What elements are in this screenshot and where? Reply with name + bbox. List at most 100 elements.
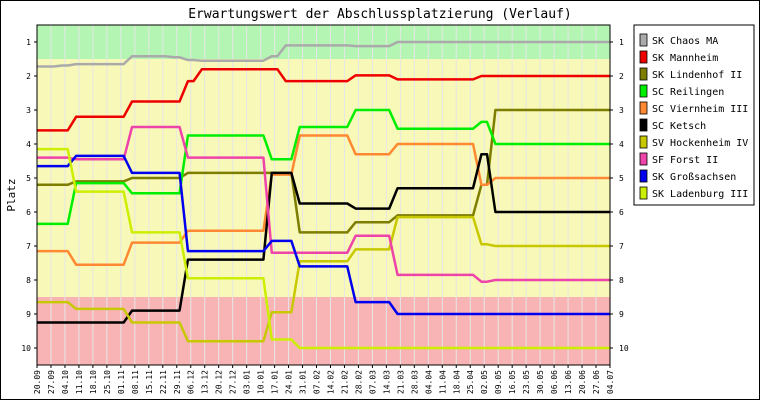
y-tick-label-left: 5 (26, 174, 31, 183)
x-tick-label: 01.11 (117, 370, 126, 394)
legend-swatch (639, 186, 648, 200)
x-tick-label: 27.12 (229, 370, 238, 394)
x-tick-label: 28.02 (354, 370, 363, 394)
legend-label: SK Ladenburg III (652, 189, 748, 200)
y-tick-label-left: 9 (26, 310, 31, 319)
x-tick-label: 25.04 (466, 370, 475, 394)
x-tick-label: 11.10 (75, 370, 84, 394)
y-tick-label-left: 3 (26, 106, 31, 115)
x-tick-label: 20.09 (33, 370, 42, 394)
y-tick-label-right: 2 (619, 72, 624, 81)
y-tick-label-left: 2 (26, 72, 31, 81)
x-tick-label: 14.02 (326, 370, 335, 394)
y-tick-label-left: 7 (26, 242, 31, 251)
x-tick-label: 29.11 (173, 370, 182, 394)
y-tick-label-right: 10 (619, 344, 629, 353)
legend-label: SV Hockenheim IV (652, 138, 748, 149)
legend-label: SK Mannheim (652, 53, 718, 64)
legend-swatch (639, 152, 648, 166)
x-tick-label: 04.10 (61, 370, 70, 394)
x-tick-label: 30.05 (536, 370, 545, 394)
y-tick-label-left: 10 (21, 344, 31, 353)
y-tick-label-right: 1 (619, 38, 624, 47)
x-tick-label: 16.05 (508, 370, 517, 394)
legend: SK Chaos MA SK Mannheim SK Lindenhof II SC … (639, 33, 748, 200)
series-line-3 (37, 108, 610, 226)
series-line-5 (37, 152, 610, 324)
x-tick-label: 21.02 (340, 370, 349, 394)
legend-swatch (639, 118, 648, 132)
x-tick-label: 02.05 (480, 370, 489, 394)
x-tick-label: 21.03 (396, 370, 405, 394)
x-tick-label: 28.03 (410, 370, 419, 394)
series-line-1 (37, 67, 610, 132)
x-ticks: 20.09 27.09 04.10 11.10 18.10 25.10 01.11 08.11… (33, 365, 615, 394)
series-line-2 (37, 108, 610, 234)
y-tick-label-right: 6 (619, 208, 624, 217)
legend-swatch (639, 135, 648, 149)
x-tick-label: 20.12 (215, 370, 224, 394)
series-line-0 (37, 40, 610, 68)
series-lines (37, 40, 610, 350)
y-tick-label-right: 5 (619, 174, 624, 183)
y-tick-label-left: 8 (26, 276, 31, 285)
x-tick-label: 14.03 (382, 370, 391, 394)
series-line-4 (37, 134, 610, 266)
legend-label: SC Viernheim III (652, 104, 748, 115)
x-tick-label: 13.06 (564, 370, 573, 394)
x-tick-label: 24.01 (285, 370, 294, 394)
x-tick-label: 17.01 (271, 370, 280, 394)
y-tick-label-right: 4 (619, 140, 624, 149)
x-tick-label: 22.11 (159, 370, 168, 394)
legend-swatch (639, 169, 648, 183)
x-tick-label: 25.10 (103, 370, 112, 394)
legend-swatch (639, 84, 648, 98)
y-axis-label: Platz (5, 178, 18, 211)
y-tick-label-right: 3 (619, 106, 624, 115)
x-tick-label: 27.09 (47, 370, 56, 394)
y-ticks-left: 1 2 3 4 5 6 7 8 9 10 (21, 38, 37, 353)
legend-swatch (639, 67, 648, 81)
legend-swatch (639, 33, 648, 47)
legend-label: SC Reilingen (652, 87, 724, 98)
y-tick-label-right: 9 (619, 310, 624, 319)
x-tick-label: 10.01 (257, 370, 266, 394)
series-line-9 (37, 147, 610, 350)
x-tick-label: 06.12 (187, 370, 196, 394)
series-line-7 (37, 125, 610, 283)
x-tick-label: 20.06 (578, 370, 587, 394)
series-line-8 (37, 154, 610, 316)
x-tick-label: 08.11 (131, 370, 140, 394)
x-tick-label: 15.11 (145, 370, 154, 394)
x-tick-label: 07.03 (368, 370, 377, 394)
chart-title: Erwartungswert der Abschlussplatzierung … (188, 7, 572, 22)
legend-swatch (639, 50, 648, 64)
y-tick-label-left: 4 (26, 140, 31, 149)
band-2 (37, 297, 610, 365)
legend-swatch (639, 101, 648, 115)
series-line-6 (37, 215, 610, 343)
legend-box (633, 24, 755, 206)
x-tick-label: 31.01 (299, 370, 308, 394)
x-tick-label: 11.04 (438, 370, 447, 394)
plot-border (36, 24, 611, 366)
x-tick-label: 06.06 (550, 370, 559, 394)
x-tick-label: 18.04 (452, 370, 461, 394)
legend-label: SK Chaos MA (652, 36, 718, 47)
x-tick-label: 04.04 (424, 370, 433, 394)
x-tick-label: 27.06 (592, 370, 601, 394)
legend-label: SK Großsachsen (652, 172, 736, 183)
y-ticks-right: 1 2 3 4 5 6 7 8 9 10 (610, 38, 629, 353)
x-tick-label: 18.10 (89, 370, 98, 394)
x-tick-label: 04.07 (606, 370, 615, 394)
legend-label: SK Lindenhof II (652, 70, 742, 81)
legend-label: SC Ketsch (652, 121, 706, 132)
x-tick-label: 23.05 (522, 370, 531, 394)
y-tick-label-left: 1 (26, 38, 31, 47)
y-tick-label-right: 7 (619, 242, 624, 251)
y-tick-label-left: 6 (26, 208, 31, 217)
x-tick-label: 07.02 (313, 370, 322, 394)
legend-label: SF Forst II (652, 155, 718, 166)
x-tick-label: 03.01 (243, 370, 252, 394)
